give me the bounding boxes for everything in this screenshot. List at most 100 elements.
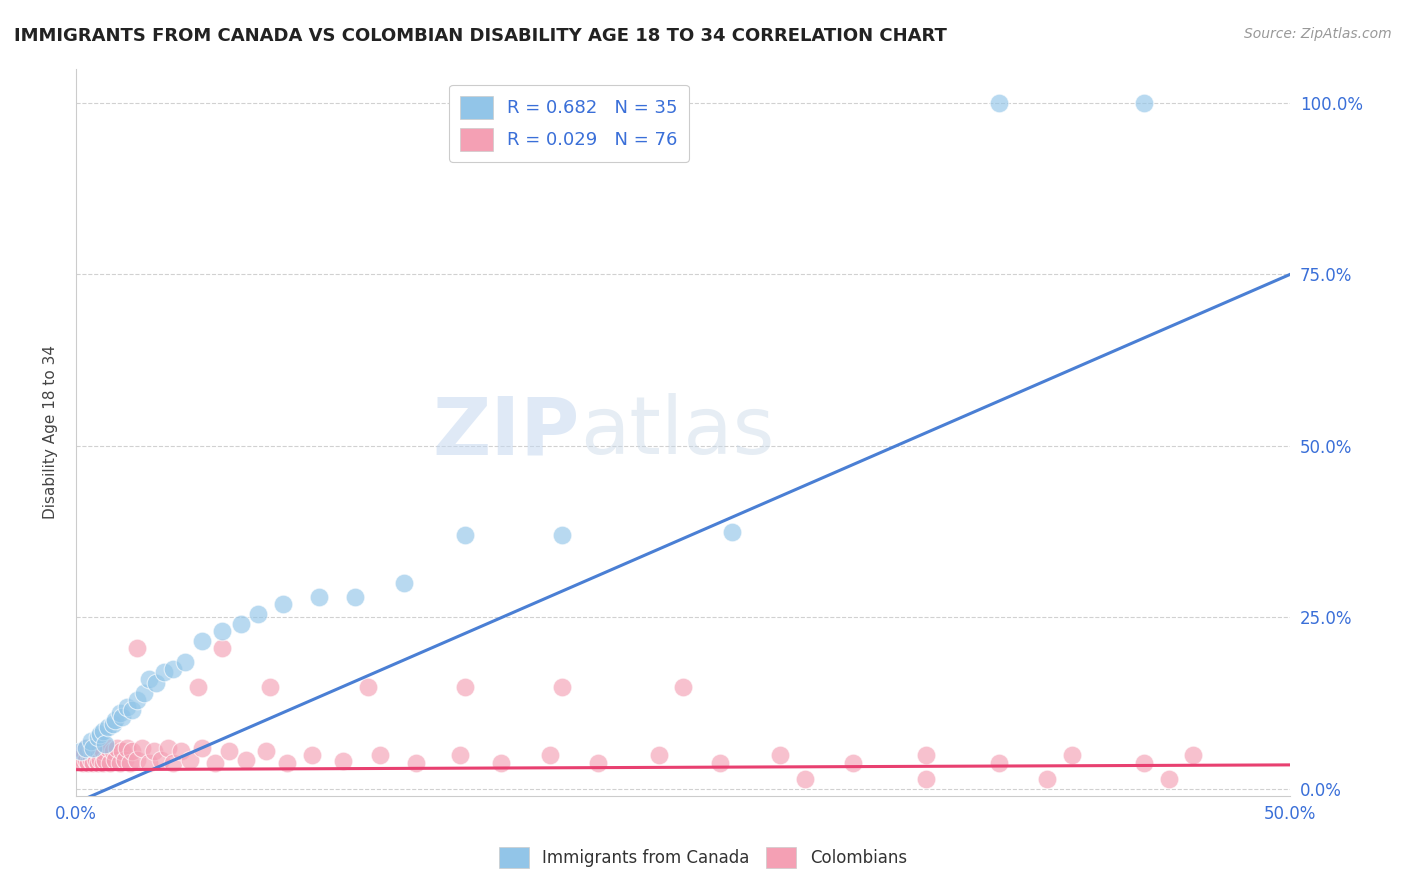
Point (104, 713, 127, 727)
Point (405, 756, 427, 770)
Point (1133, 95, 1156, 110)
Point (131, 740, 153, 755)
Point (648, 747, 671, 762)
Point (89, 727, 111, 741)
Point (82, 744, 104, 758)
Point (308, 590, 330, 604)
Point (138, 756, 160, 770)
Point (1060, 747, 1083, 762)
Point (125, 692, 148, 706)
Point (1133, 756, 1156, 770)
Text: atlas: atlas (581, 393, 775, 471)
Point (91, 744, 114, 758)
Point (332, 755, 354, 769)
Legend: R = 0.682   N = 35, R = 0.029   N = 76: R = 0.682 N = 35, R = 0.029 N = 76 (450, 85, 689, 162)
Text: ZIP: ZIP (433, 393, 581, 471)
Point (91, 756, 114, 770)
Point (84, 740, 107, 755)
Point (115, 740, 138, 755)
Point (77, 744, 100, 758)
Point (538, 747, 561, 762)
Point (157, 740, 180, 755)
Point (191, 634, 214, 648)
Point (254, 744, 277, 758)
Point (107, 740, 129, 755)
Point (271, 597, 294, 611)
Point (259, 681, 281, 695)
Point (489, 756, 512, 770)
Point (82, 740, 104, 755)
Point (235, 753, 257, 767)
Point (356, 681, 378, 695)
Point (87, 731, 110, 745)
Point (80, 753, 103, 767)
Point (104, 753, 127, 767)
Point (80, 740, 103, 755)
Point (915, 747, 938, 762)
Point (134, 686, 156, 700)
Point (70, 751, 93, 765)
Point (301, 747, 323, 762)
Point (162, 756, 184, 770)
Point (247, 607, 270, 621)
Point (720, 524, 742, 539)
Point (108, 706, 131, 721)
Point (218, 744, 240, 758)
Point (108, 756, 131, 770)
Point (211, 641, 233, 656)
Point (191, 740, 214, 755)
Point (915, 772, 938, 786)
Point (98, 756, 121, 770)
Point (211, 624, 233, 639)
Point (842, 756, 865, 770)
Point (174, 655, 197, 669)
Point (75, 753, 97, 767)
Point (111, 710, 134, 724)
Point (75, 740, 97, 755)
Point (125, 753, 148, 767)
Point (89, 753, 111, 767)
Y-axis label: Disability Age 18 to 34: Disability Age 18 to 34 (44, 345, 58, 519)
Point (150, 753, 173, 767)
Point (89, 740, 111, 755)
Point (142, 744, 165, 758)
Point (551, 528, 574, 542)
Point (111, 744, 134, 758)
Point (125, 641, 148, 656)
Point (97, 740, 120, 755)
Point (70, 744, 93, 758)
Point (80, 734, 103, 748)
Point (138, 672, 160, 686)
Point (152, 665, 174, 680)
Point (162, 662, 184, 676)
Point (118, 756, 141, 770)
Legend: Immigrants from Canada, Colombians: Immigrants from Canada, Colombians (492, 840, 914, 875)
Point (453, 681, 475, 695)
Point (77, 756, 100, 770)
Text: IMMIGRANTS FROM CANADA VS COLOMBIAN DISABILITY AGE 18 TO 34 CORRELATION CHART: IMMIGRANTS FROM CANADA VS COLOMBIAN DISA… (14, 27, 946, 45)
Point (1036, 772, 1059, 786)
Point (987, 95, 1010, 110)
Point (72, 744, 94, 758)
Point (82, 756, 104, 770)
Point (1182, 747, 1205, 762)
Point (91, 723, 114, 738)
Point (114, 753, 136, 767)
Point (169, 744, 191, 758)
Point (551, 681, 574, 695)
Point (987, 756, 1010, 770)
Point (72, 756, 94, 770)
Point (84, 753, 107, 767)
Point (94, 737, 117, 751)
Point (276, 756, 298, 770)
Point (368, 747, 391, 762)
Point (187, 681, 209, 695)
Point (344, 590, 367, 604)
Point (449, 747, 471, 762)
Point (145, 675, 167, 690)
Point (121, 703, 143, 717)
Point (121, 744, 143, 758)
Point (179, 753, 201, 767)
Point (87, 744, 110, 758)
Point (453, 528, 475, 542)
